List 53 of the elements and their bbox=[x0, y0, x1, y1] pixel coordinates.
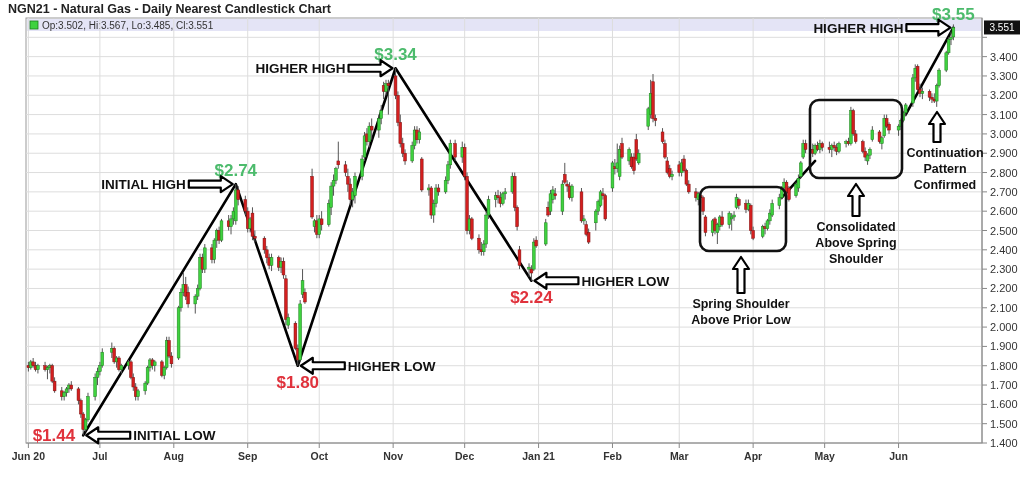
annotation: 3.551 bbox=[989, 22, 1015, 34]
y-tick-label: 2.000 bbox=[990, 321, 1018, 334]
x-tick-label: Oct bbox=[310, 450, 329, 462]
y-tick-label: 2.600 bbox=[990, 205, 1018, 218]
x-tick-label: Sep bbox=[238, 450, 258, 462]
chart-title: NGN21 - Natural Gas - Daily Nearest Candlestick Chart bbox=[8, 2, 332, 16]
y-tick-label: 1.700 bbox=[990, 379, 1018, 392]
y-tick-label: 2.100 bbox=[990, 301, 1018, 314]
y-tick-label: 2.200 bbox=[990, 282, 1018, 295]
x-tick-label: Jan 21 bbox=[522, 450, 556, 462]
annotation: Continuation Pattern Confirmed bbox=[906, 146, 984, 192]
y-tick-label: 3.400 bbox=[990, 50, 1018, 63]
x-tick-label: Jun 20 bbox=[11, 450, 46, 462]
annotation: INITIAL LOW bbox=[133, 428, 216, 444]
x-tick-label: Mar bbox=[669, 450, 689, 462]
annotation: $1.80 bbox=[276, 372, 320, 392]
y-tick-label: 2.900 bbox=[990, 147, 1018, 160]
annotation: Spring Shoulder Above Prior Low bbox=[691, 297, 791, 327]
annotation: $3.34 bbox=[374, 45, 418, 65]
annotation: HIGHER HIGH bbox=[255, 61, 346, 77]
x-tick-label: Jun bbox=[889, 450, 908, 462]
x-tick-label: May bbox=[814, 450, 836, 462]
x-tick-label: Dec bbox=[455, 450, 475, 462]
x-tick-label: Nov bbox=[383, 450, 404, 462]
x-tick-label: Feb bbox=[603, 450, 622, 462]
y-tick-label: 3.000 bbox=[990, 127, 1018, 140]
annotation: HIGHER HIGH bbox=[813, 20, 904, 36]
annotation: $2.24 bbox=[510, 287, 554, 307]
annotation: HIGHER LOW bbox=[581, 273, 670, 289]
annotation: Consolidated Above Spring Shoulder bbox=[815, 220, 897, 266]
y-tick-label: 1.600 bbox=[990, 398, 1018, 411]
y-tick-label: 2.400 bbox=[990, 243, 1018, 256]
y-tick-label: 2.500 bbox=[990, 224, 1018, 237]
y-tick-label: 1.500 bbox=[990, 417, 1018, 430]
annotation: INITIAL HIGH bbox=[101, 177, 186, 193]
y-tick-label: 1.400 bbox=[990, 437, 1018, 449]
y-tick-label: 3.200 bbox=[990, 89, 1018, 102]
y-tick-label: 3.100 bbox=[990, 108, 1018, 121]
y-tick-label: 2.700 bbox=[990, 185, 1018, 198]
x-tick-label: Apr bbox=[744, 450, 763, 462]
y-tick-label: 1.900 bbox=[990, 340, 1018, 353]
y-tick-label: 3.300 bbox=[990, 69, 1018, 82]
price-tag: 3.551 bbox=[984, 20, 1020, 35]
x-tick-label: Aug bbox=[163, 450, 185, 462]
annotation: $1.44 bbox=[32, 426, 76, 446]
y-tick-label: 2.300 bbox=[990, 263, 1018, 276]
y-tick-label: 1.800 bbox=[990, 359, 1018, 372]
annotation: HIGHER LOW bbox=[347, 358, 436, 374]
chart-subtitle: Op:3.502, Hi:3.567, Lo:3.485, Cl:3.551 bbox=[42, 20, 214, 31]
y-tick-label: 2.800 bbox=[990, 166, 1018, 179]
x-tick-label: Jul bbox=[92, 450, 108, 462]
annotation: $2.74 bbox=[214, 161, 258, 181]
annotation: $3.55 bbox=[932, 4, 975, 24]
